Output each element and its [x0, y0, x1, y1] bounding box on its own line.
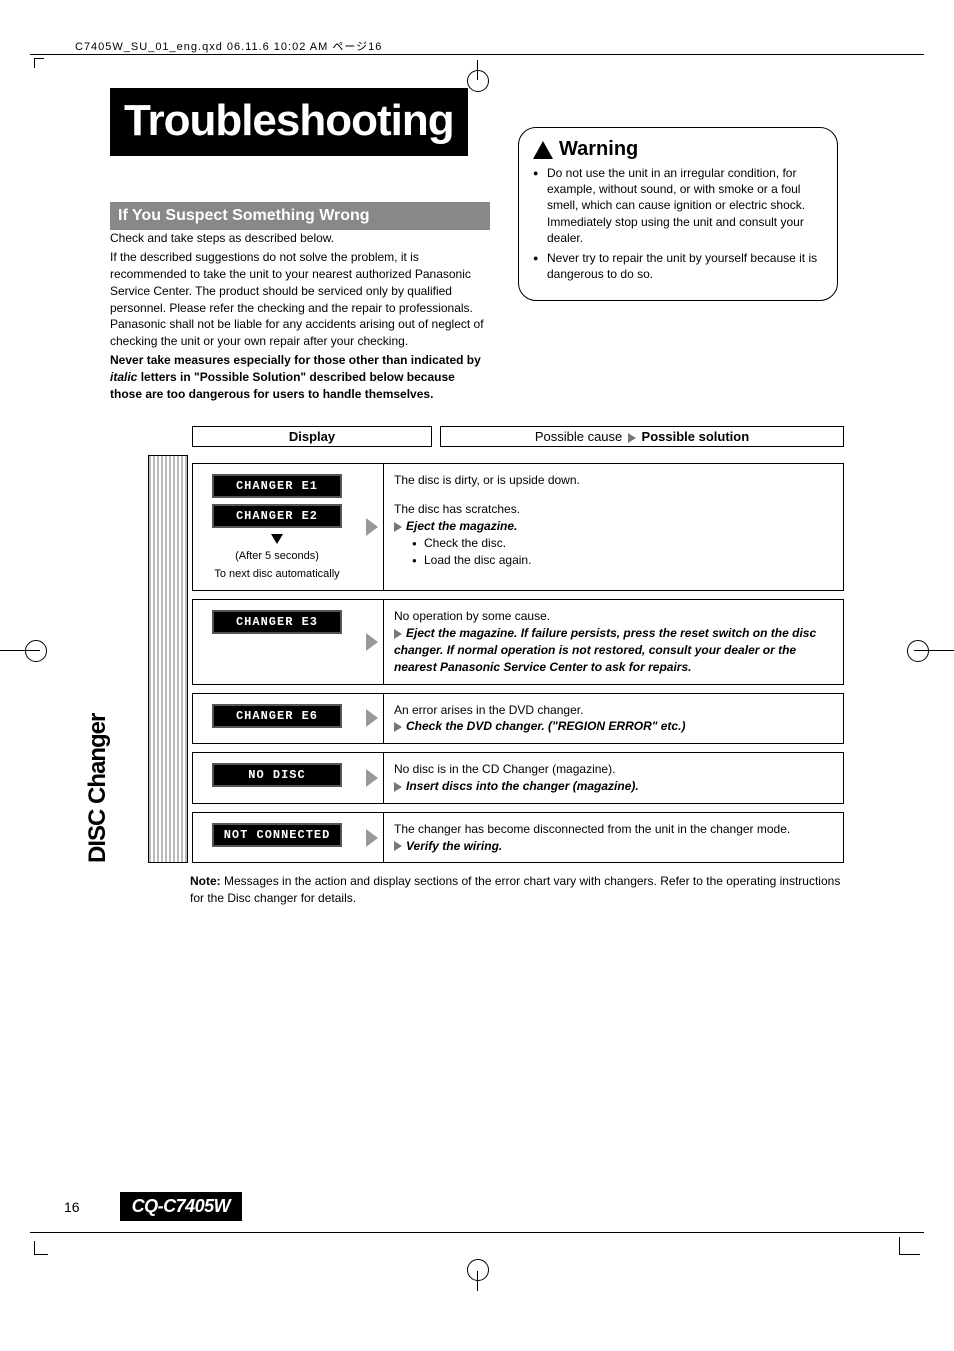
solution-text: Eject the magazine. If failure persists,…	[394, 626, 816, 674]
cause-text: No disc is in the CD Changer (magazine).	[394, 761, 833, 778]
cause-text: The disc has scratches.	[394, 501, 833, 518]
warning-title-text: Warning	[559, 138, 638, 161]
page-content: Troubleshooting If You Suspect Something…	[110, 88, 844, 907]
footer-rule	[30, 1232, 924, 1233]
display-cell: CHANGER E6	[193, 694, 361, 744]
text: italic	[110, 370, 137, 384]
table-header: Display Possible cause Possible solution	[192, 426, 844, 447]
solution-text: Eject the magazine.	[406, 519, 517, 533]
intro-text: If the described suggestions do not solv…	[110, 249, 490, 350]
solution-cell: No disc is in the CD Changer (magazine).…	[383, 753, 843, 803]
model-number: CQ-C7405W	[120, 1192, 243, 1221]
solution-cell: No operation by some cause. Eject the ma…	[383, 600, 843, 683]
side-label: DISC Changer	[84, 714, 112, 863]
lcd-display: CHANGER E6	[212, 704, 342, 728]
solution-text: Verify the wiring.	[406, 839, 502, 853]
cause-text: The disc is dirty, or is upside down.	[394, 472, 833, 489]
text: letters in "Possible Solution" described…	[110, 370, 455, 401]
error-row: CHANGER E6 An error arises in the DVD ch…	[192, 693, 844, 745]
header-rule	[30, 54, 924, 55]
display-cell: CHANGER E3	[193, 600, 361, 683]
display-note: (After 5 seconds)	[235, 550, 319, 562]
arrow-icon	[394, 841, 402, 851]
error-row: CHANGER E1 CHANGER E2 (After 5 seconds) …	[192, 463, 844, 591]
lcd-display: CHANGER E2	[212, 504, 342, 528]
crop-mark	[0, 650, 40, 651]
warning-column: Warning Do not use the unit in an irregu…	[518, 162, 838, 404]
page-title: Troubleshooting	[110, 88, 468, 156]
display-note: To next disc automatically	[214, 568, 339, 580]
error-row: NOT CONNECTED The changer has become dis…	[192, 812, 844, 864]
arrow-icon	[366, 709, 378, 727]
corner-mark	[900, 1254, 920, 1255]
th-solution: Possible cause Possible solution	[440, 426, 844, 447]
solution-text: Check the DVD changer. ("REGION ERROR" e…	[406, 719, 685, 733]
arrow-icon	[394, 522, 402, 532]
display-cell: NOT CONNECTED	[193, 813, 361, 863]
arrow-icon	[366, 769, 378, 787]
arrow-icon	[394, 629, 402, 639]
solution-cell: The changer has become disconnected from…	[383, 813, 843, 863]
lcd-display: CHANGER E3	[212, 610, 342, 634]
warning-item: Do not use the unit in an irregular cond…	[533, 165, 823, 246]
corner-mark	[34, 1241, 35, 1255]
intro-warning: Never take measures especially for those…	[110, 352, 490, 402]
cause-text: The changer has become disconnected from…	[394, 821, 833, 838]
stripe-decoration	[148, 455, 188, 863]
arrow-icon	[394, 782, 402, 792]
lcd-display: NO DISC	[212, 763, 342, 787]
text: Never take measures especially for those…	[110, 353, 481, 367]
corner-mark	[899, 1237, 900, 1255]
arrow-icon	[394, 722, 402, 732]
crop-mark	[477, 60, 478, 80]
crop-mark	[477, 1271, 478, 1291]
display-cell: NO DISC	[193, 753, 361, 803]
note-text: Messages in the action and display secti…	[190, 874, 840, 905]
arrow-icon	[366, 518, 378, 536]
intro-column: If You Suspect Something Wrong Check and…	[110, 162, 490, 404]
footer: 16 CQ-C7405W	[64, 1192, 242, 1221]
section-header: If You Suspect Something Wrong	[110, 202, 490, 230]
lcd-display: CHANGER E1	[212, 474, 342, 498]
error-row: NO DISC No disc is in the CD Changer (ma…	[192, 752, 844, 804]
cause-text: No operation by some cause.	[394, 608, 833, 625]
solution-cell: The disc is dirty, or is upside down. Th…	[383, 464, 843, 590]
warning-title: Warning	[533, 138, 823, 161]
display-cell: CHANGER E1 CHANGER E2 (After 5 seconds) …	[193, 464, 361, 590]
arrow-icon	[366, 633, 378, 651]
file-header: C7405W_SU_01_eng.qxd 06.11.6 10:02 AM ペー…	[75, 38, 382, 54]
error-row: CHANGER E3 No operation by some cause. E…	[192, 599, 844, 684]
arrow-icon	[366, 829, 378, 847]
warning-icon	[533, 141, 553, 159]
corner-mark	[34, 58, 35, 68]
solution-text: Insert discs into the changer (magazine)…	[406, 779, 639, 793]
page-number: 16	[64, 1199, 80, 1215]
corner-mark	[34, 1254, 48, 1255]
error-chart: DISC Changer CHANGER E1 CHANGER E2 (Afte…	[110, 455, 844, 863]
intro-text: Check and take steps as described below.	[110, 230, 490, 247]
warning-box: Warning Do not use the unit in an irregu…	[518, 127, 838, 301]
corner-mark	[34, 58, 44, 59]
warning-item: Never try to repair the unit by yourself…	[533, 250, 823, 282]
th-display: Display	[192, 426, 432, 447]
lcd-display: NOT CONNECTED	[212, 823, 342, 847]
text: Possible cause	[535, 429, 622, 444]
note-label: Note:	[190, 874, 221, 888]
crop-mark	[914, 650, 954, 651]
text: Possible solution	[642, 429, 750, 444]
down-arrow-icon	[271, 534, 283, 544]
bullet-item: Check the disc.	[412, 535, 833, 552]
arrow-icon	[628, 433, 636, 443]
solution-cell: An error arises in the DVD changer. Chec…	[383, 694, 843, 744]
bullet-item: Load the disc again.	[412, 552, 833, 569]
note: Note: Messages in the action and display…	[190, 873, 844, 907]
cause-text: An error arises in the DVD changer.	[394, 702, 833, 719]
